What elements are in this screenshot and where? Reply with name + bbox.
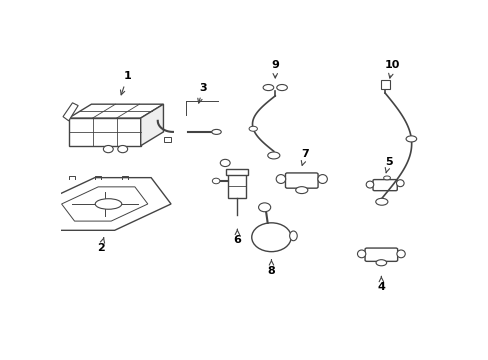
Ellipse shape <box>375 198 387 205</box>
Polygon shape <box>68 118 141 146</box>
Ellipse shape <box>95 199 122 209</box>
Ellipse shape <box>263 85 273 91</box>
FancyBboxPatch shape <box>380 80 389 89</box>
Ellipse shape <box>211 129 221 134</box>
FancyBboxPatch shape <box>372 180 396 191</box>
Ellipse shape <box>267 152 279 159</box>
Ellipse shape <box>357 250 365 258</box>
Ellipse shape <box>317 175 326 184</box>
Text: 4: 4 <box>377 276 385 292</box>
Circle shape <box>258 203 270 212</box>
Circle shape <box>220 159 230 167</box>
Ellipse shape <box>276 175 285 184</box>
FancyBboxPatch shape <box>285 173 317 188</box>
FancyBboxPatch shape <box>228 174 246 198</box>
Polygon shape <box>68 104 163 118</box>
Circle shape <box>118 145 127 153</box>
FancyBboxPatch shape <box>226 169 248 175</box>
Ellipse shape <box>396 250 405 258</box>
FancyBboxPatch shape <box>164 136 171 141</box>
Text: 7: 7 <box>301 149 309 165</box>
Text: 5: 5 <box>385 157 392 173</box>
Polygon shape <box>141 104 163 146</box>
Text: 1: 1 <box>120 72 131 95</box>
Ellipse shape <box>248 126 257 131</box>
Circle shape <box>212 178 220 184</box>
Text: 6: 6 <box>233 229 241 245</box>
Text: 3: 3 <box>198 82 206 103</box>
Ellipse shape <box>375 260 386 266</box>
Ellipse shape <box>396 180 403 186</box>
Ellipse shape <box>405 136 416 142</box>
Ellipse shape <box>295 186 307 194</box>
Ellipse shape <box>366 181 373 188</box>
Polygon shape <box>63 103 78 121</box>
Ellipse shape <box>383 176 389 180</box>
Ellipse shape <box>276 85 287 91</box>
Text: 8: 8 <box>267 260 275 275</box>
Polygon shape <box>61 187 147 221</box>
Text: 9: 9 <box>271 60 279 78</box>
Circle shape <box>103 145 113 153</box>
Text: 2: 2 <box>97 238 104 253</box>
Polygon shape <box>38 177 171 230</box>
FancyBboxPatch shape <box>365 248 397 261</box>
Text: 10: 10 <box>384 60 400 78</box>
Ellipse shape <box>289 231 297 241</box>
Circle shape <box>251 223 290 252</box>
